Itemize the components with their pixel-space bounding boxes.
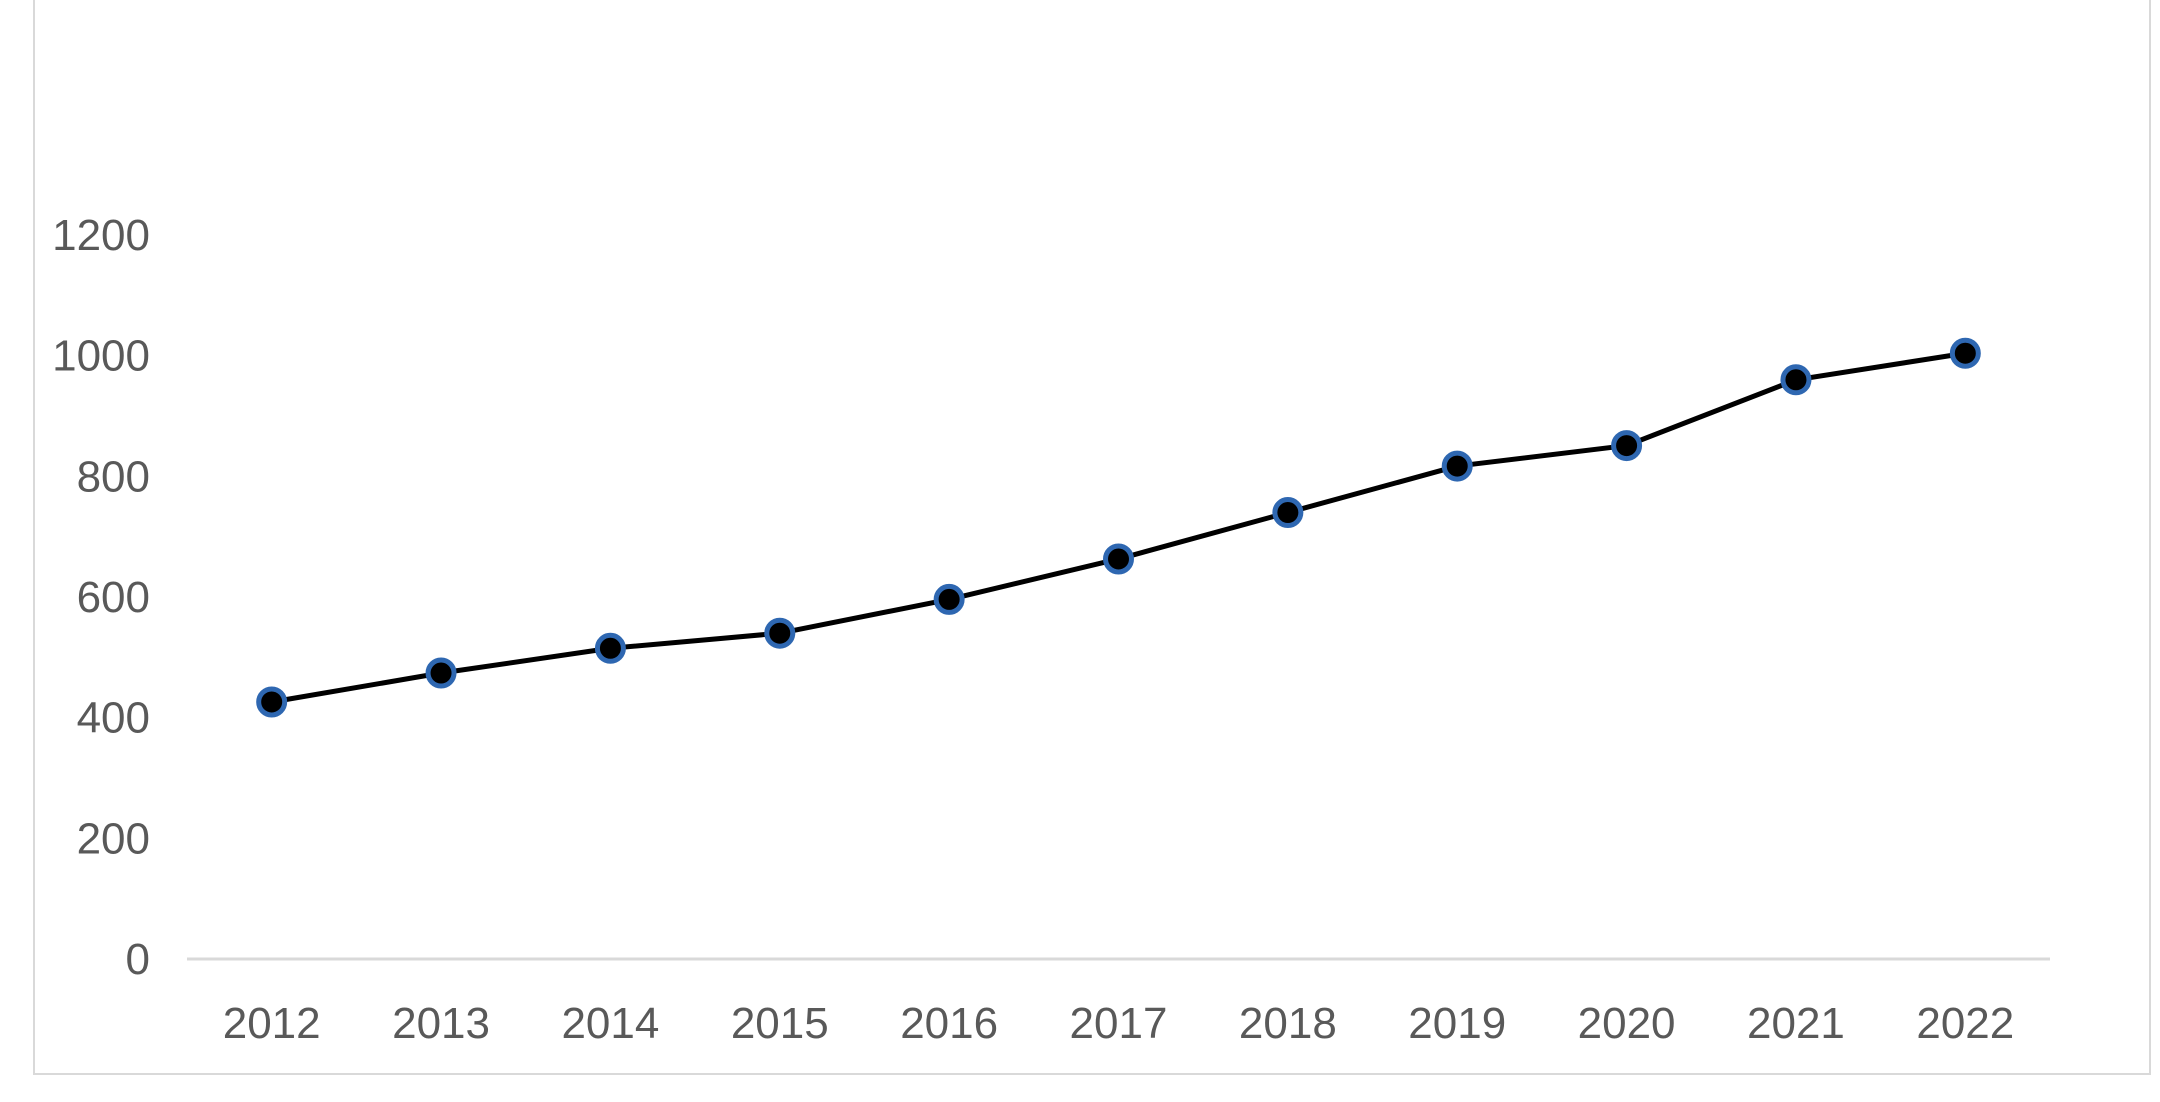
- x-tick-label: 2019: [1408, 999, 1506, 1048]
- y-tick-label: 600: [77, 573, 150, 622]
- x-tick-label: 2012: [223, 999, 321, 1048]
- x-tick-label: 2013: [392, 999, 490, 1048]
- data-point: [425, 657, 457, 689]
- data-point: [594, 632, 626, 664]
- x-tick-labels: 2012 2013 2014 2015 2016 2017 2018 2019 2020 2021…: [223, 999, 2015, 1048]
- data-point: [1441, 450, 1473, 482]
- series-line: [271, 350, 1966, 705]
- series-group: [256, 337, 1981, 718]
- data-point: [1272, 497, 1304, 529]
- data-point: [764, 617, 796, 649]
- data-point: [256, 686, 288, 718]
- data-point: [1103, 543, 1134, 575]
- x-tick-label: 2016: [900, 999, 998, 1048]
- y-tick-label: 1000: [52, 332, 150, 381]
- x-tick-label: 2020: [1578, 999, 1676, 1048]
- y-tick-label: 400: [77, 694, 150, 743]
- y-tick-label: 0: [126, 935, 150, 984]
- data-point: [1949, 337, 1981, 369]
- y-tick-label: 200: [77, 814, 150, 863]
- x-tick-label: 2018: [1239, 999, 1337, 1048]
- x-tick-label: 2015: [731, 999, 829, 1048]
- y-tick-labels: 0 200 400 600 800 1000 1200: [52, 211, 150, 984]
- y-tick-label: 800: [77, 452, 150, 501]
- data-point: [933, 583, 965, 615]
- x-tick-label: 2017: [1070, 999, 1168, 1048]
- x-tick-label: 2021: [1747, 999, 1845, 1048]
- data-point: [1611, 430, 1643, 462]
- chart-frame: [33, 0, 2151, 1075]
- y-tick-label: 1200: [52, 211, 150, 260]
- x-tick-label: 2014: [561, 999, 659, 1048]
- x-tick-label: 2022: [1916, 999, 2014, 1048]
- data-point: [1780, 364, 1812, 396]
